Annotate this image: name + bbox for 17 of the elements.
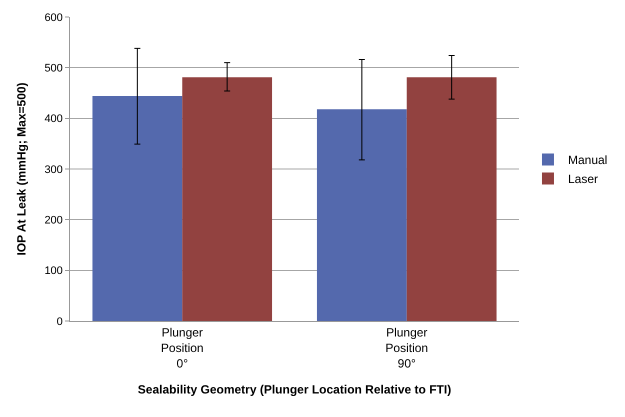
bar [406, 77, 497, 321]
y-tick-label: 400 [44, 113, 63, 126]
legend-label: Manual [568, 153, 608, 168]
y-tick-label: 300 [44, 164, 63, 176]
y-tick-label: 100 [44, 265, 63, 278]
bar [316, 109, 407, 321]
bar [182, 77, 272, 321]
y-tick-label: 200 [44, 214, 63, 227]
x-tick-label: Plunger Position 90° [385, 325, 428, 371]
x-tick-label: Plunger Position 0° [160, 325, 204, 371]
y-tick-label: 500 [44, 62, 63, 75]
y-axis-title: IOP At Leak (mmHg; Max=500) [14, 82, 29, 256]
x-axis-title: Sealability Geometry (Plunger Location Relative to FTI) [138, 382, 452, 396]
y-tick-label: 0 [56, 316, 63, 328]
bar [92, 96, 182, 321]
legend-label: Laser [568, 172, 598, 186]
y-tick-label: 600 [44, 12, 63, 24]
